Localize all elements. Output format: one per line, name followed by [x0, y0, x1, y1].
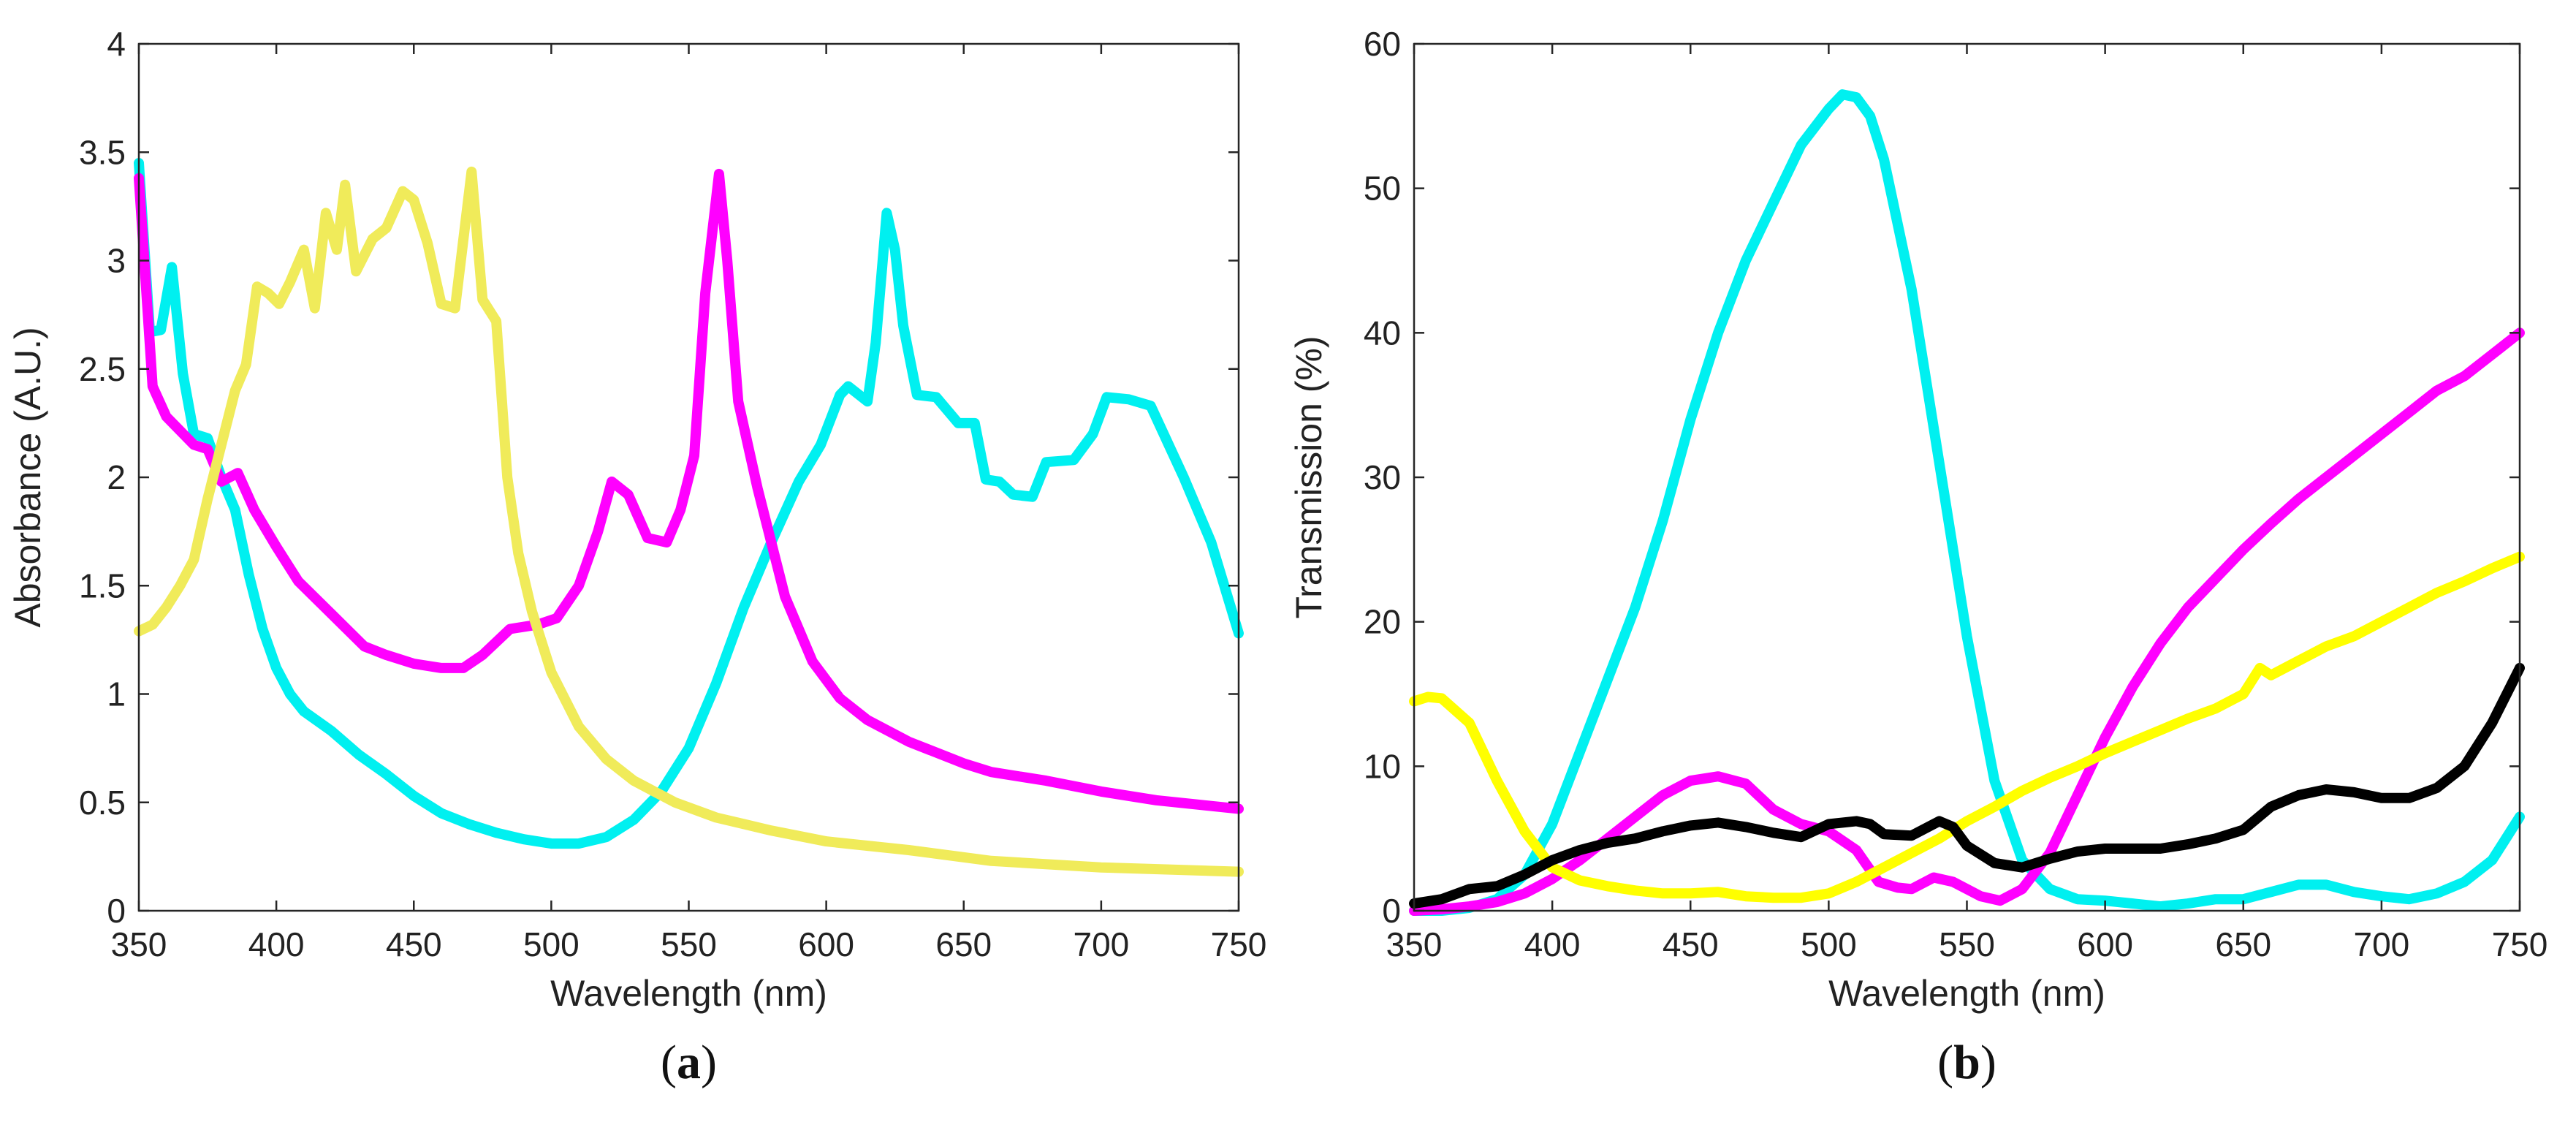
panel-label-close-paren: ): [701, 1036, 717, 1089]
panel-label: (b): [1937, 1036, 1996, 1089]
y-axis-label: Transmission (%): [1288, 336, 1329, 618]
y-tick-label: 20: [1364, 603, 1401, 641]
y-tick-label: 1: [107, 675, 126, 713]
panel-label-letter: a: [677, 1036, 701, 1089]
x-tick-label: 750: [2492, 925, 2548, 963]
y-tick-label: 10: [1364, 747, 1401, 785]
panel-b: 350 400 450 500 550 600 650 700 750 0 10 20 30 40 50 60…: [1288, 25, 2547, 1089]
x-tick-label: 550: [1939, 925, 1995, 963]
panel-label-open-paren: (: [1937, 1036, 1953, 1089]
y-tick-label: 2: [107, 458, 126, 496]
series-line-yellow: [1409, 551, 2525, 903]
x-tick-label: 650: [2215, 925, 2271, 963]
x-tick-label: 400: [1524, 925, 1581, 963]
x-tick-label: 550: [661, 925, 717, 963]
x-tick-label: 600: [798, 925, 854, 963]
x-tick-label: 500: [1801, 925, 1857, 963]
x-axis-label: Wavelength (nm): [550, 973, 827, 1014]
x-tick-label: 700: [2354, 925, 2410, 963]
panel-label-letter: b: [1953, 1036, 1980, 1089]
series-line-cyan: [1409, 89, 2525, 916]
x-tick-label: 400: [248, 925, 305, 963]
y-tick-label: 3.5: [79, 133, 126, 171]
series-line-cyan: [134, 158, 1244, 849]
y-tick-label: 1.5: [79, 566, 126, 604]
series-line-black: [1409, 662, 2525, 909]
y-tick-label: 0: [107, 892, 126, 930]
x-axis-label: Wavelength (nm): [1828, 973, 2105, 1014]
y-tick-label: 0: [1382, 892, 1401, 930]
y-tick-label: 60: [1364, 25, 1401, 63]
y-tick-label: 0.5: [79, 784, 126, 822]
series-line-magenta: [134, 168, 1244, 814]
x-tick-label: 600: [2077, 925, 2133, 963]
series-line-yellow: [134, 166, 1244, 877]
x-tick-label: 450: [1663, 925, 1719, 963]
panel-label: (a): [661, 1036, 717, 1089]
x-tick-label: 500: [523, 925, 580, 963]
x-tick-label: 450: [386, 925, 442, 963]
x-tick-label: 750: [1211, 925, 1267, 963]
y-tick-label: 4: [107, 25, 126, 63]
y-tick-label: 2.5: [79, 350, 126, 388]
x-tick-label: 350: [111, 925, 167, 963]
y-tick-label: 30: [1364, 458, 1401, 496]
x-tick-label: 650: [935, 925, 992, 963]
panel-a: 350 400 450 500 550 600 650 700 750 0 0.5 1 1.5 2 2.5 3…: [7, 25, 1266, 1089]
x-tick-label: 700: [1074, 925, 1130, 963]
y-tick-label: 50: [1364, 170, 1401, 208]
x-tick-label: 350: [1386, 925, 1443, 963]
y-axis-label: Absorbance (A.U.): [7, 327, 48, 627]
panel-label-close-paren: ): [1980, 1036, 1996, 1089]
y-tick-label: 3: [107, 242, 126, 280]
y-tick-label: 40: [1364, 314, 1401, 352]
panel-label-open-paren: (: [661, 1036, 677, 1089]
